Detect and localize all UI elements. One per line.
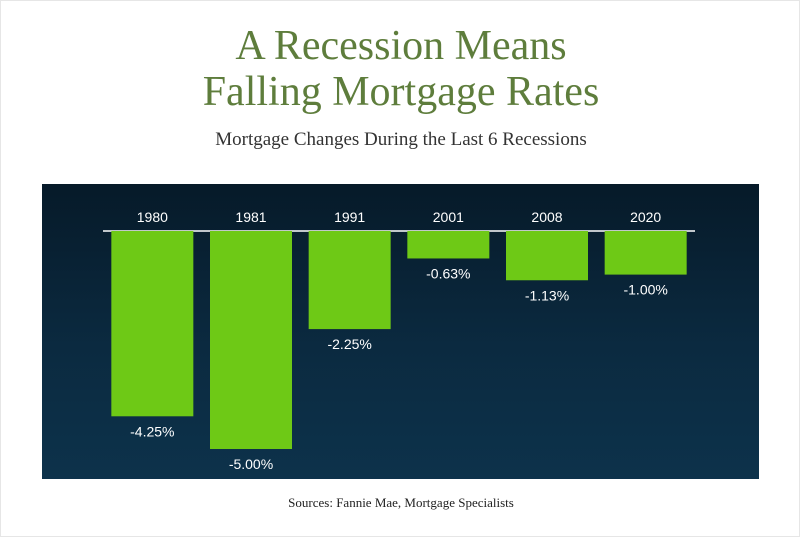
- title-line-1: A Recession Means: [235, 23, 567, 69]
- chart-title: A Recession Means Falling Mortgage Rates: [1, 23, 800, 115]
- value-label-1980: -4.25%: [130, 423, 174, 439]
- value-label-2001: -0.63%: [426, 265, 470, 281]
- bar-chart: 1980 -4.25% 1981 -5.00% 1991 -2.25% 2001 -0.63%…: [103, 209, 695, 472]
- category-label-1991: 1991: [334, 209, 365, 225]
- bar-2001: [407, 231, 490, 259]
- value-label-2020: -1.00%: [623, 282, 667, 298]
- chart-panel: 1980 -4.25% 1981 -5.00% 1991 -2.25% 2001 -0.63%…: [42, 184, 759, 479]
- value-label-2008: -1.13%: [525, 287, 569, 303]
- bar-1981: [210, 231, 292, 449]
- category-label-1981: 1981: [235, 209, 266, 225]
- bar-1980: [111, 231, 194, 417]
- category-label-2001: 2001: [433, 209, 464, 225]
- category-label-1980: 1980: [137, 209, 168, 225]
- source-note: Sources: Fannie Mae, Mortgage Specialist…: [288, 495, 514, 510]
- value-label-1981: -5.00%: [229, 456, 273, 472]
- bar-2020: [604, 231, 687, 275]
- value-label-1991: -2.25%: [327, 336, 371, 352]
- chart-subtitle: Mortgage Changes During the Last 6 Reces…: [215, 129, 587, 150]
- category-label-2020: 2020: [630, 209, 661, 225]
- bar-2008: [506, 231, 588, 281]
- title-line-2: Falling Mortgage Rates: [202, 69, 600, 115]
- bar-1991: [308, 231, 391, 330]
- category-label-2008: 2008: [531, 209, 562, 225]
